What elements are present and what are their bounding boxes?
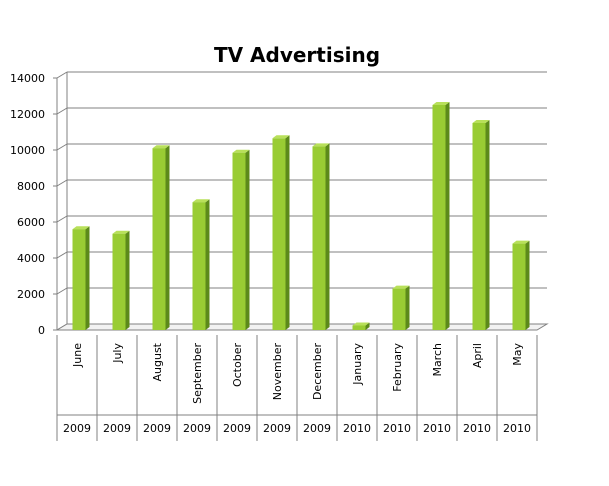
bar [432, 102, 450, 330]
x-year-label: 2010 [423, 422, 451, 435]
x-year-label: 2009 [223, 422, 251, 435]
x-year-label: 2009 [143, 422, 171, 435]
x-tick-label: December [311, 343, 324, 401]
x-tick-label: July [111, 343, 124, 364]
bar-front [352, 325, 366, 330]
chart-title: TV Advertising [214, 43, 380, 67]
bar-side [445, 102, 450, 330]
gridline-diagonal [56, 179, 68, 187]
bar [472, 120, 490, 330]
bar-top [72, 226, 90, 230]
bar-front [72, 229, 86, 330]
gridline-diagonal [56, 215, 68, 223]
x-year-label: 2010 [383, 422, 411, 435]
bar-side [165, 145, 170, 330]
plot-back-wall [67, 72, 547, 324]
bar [312, 143, 330, 330]
bar-side [365, 322, 370, 330]
bar-front [152, 148, 166, 330]
bar-front [192, 202, 206, 330]
bar [152, 145, 170, 330]
y-tick-label: 4000 [17, 252, 45, 265]
gridline-diagonal [56, 107, 68, 115]
gridline-diagonal [56, 71, 68, 79]
bar-top [192, 199, 210, 203]
bar [192, 199, 210, 330]
y-tick-label: 14000 [10, 72, 45, 85]
x-tick-label: May [511, 343, 524, 366]
x-tick-label: January [351, 343, 364, 386]
y-tick-label: 10000 [10, 144, 45, 157]
bar [352, 322, 370, 330]
bar [232, 149, 250, 330]
x-year-label: 2009 [63, 422, 91, 435]
x-year-label: 2009 [263, 422, 291, 435]
y-tick-label: 12000 [10, 108, 45, 121]
bar [392, 285, 410, 330]
bar-top [312, 143, 330, 147]
bar-side [485, 120, 490, 330]
x-year-label: 2010 [503, 422, 531, 435]
bar-top [152, 145, 170, 149]
bar-front [472, 123, 486, 330]
x-tick-label: March [431, 343, 444, 377]
bar-side [85, 226, 90, 330]
gridline-diagonal [56, 143, 68, 151]
bar-front [432, 105, 446, 330]
bar [272, 135, 290, 330]
bar-side [325, 143, 330, 330]
x-year-label: 2010 [463, 422, 491, 435]
bar-front [392, 288, 406, 330]
bar-top [272, 135, 290, 139]
gridline-diagonal [56, 287, 68, 295]
bar-front [272, 138, 286, 330]
x-year-label: 2010 [343, 422, 371, 435]
bar-side [285, 135, 290, 330]
bar-top [392, 285, 410, 289]
bar [112, 230, 130, 330]
x-tick-label: June [71, 343, 84, 368]
x-year-label: 2009 [303, 422, 331, 435]
bar [72, 226, 90, 330]
x-tick-label: November [271, 343, 284, 401]
bar [512, 240, 530, 330]
bar-top [472, 120, 490, 123]
bar-top [512, 240, 530, 244]
bar-top [432, 102, 450, 105]
x-year-label: 2009 [103, 422, 131, 435]
plot-floor [55, 323, 549, 331]
gridline-diagonal [56, 251, 68, 259]
bar-side [205, 199, 210, 330]
bar-top [352, 322, 370, 326]
bar-top [112, 230, 130, 234]
x-tick-label: April [471, 343, 484, 368]
x-tick-label: September [191, 343, 204, 404]
bar-front [512, 243, 526, 330]
bar-side [245, 149, 250, 330]
bar-front [112, 233, 126, 330]
bar-front [232, 152, 246, 330]
y-tick-label: 6000 [17, 216, 45, 229]
bar-side [405, 285, 410, 330]
y-tick-label: 8000 [17, 180, 45, 193]
bar-front [312, 146, 326, 330]
bar-side [125, 230, 130, 330]
x-tick-label: February [391, 343, 404, 392]
x-tick-label: October [231, 343, 244, 387]
x-year-label: 2009 [183, 422, 211, 435]
bar-top [232, 149, 250, 153]
bar-side [525, 240, 530, 330]
x-tick-label: August [151, 342, 164, 381]
y-tick-label: 0 [38, 324, 45, 337]
y-tick-label: 2000 [17, 288, 45, 301]
